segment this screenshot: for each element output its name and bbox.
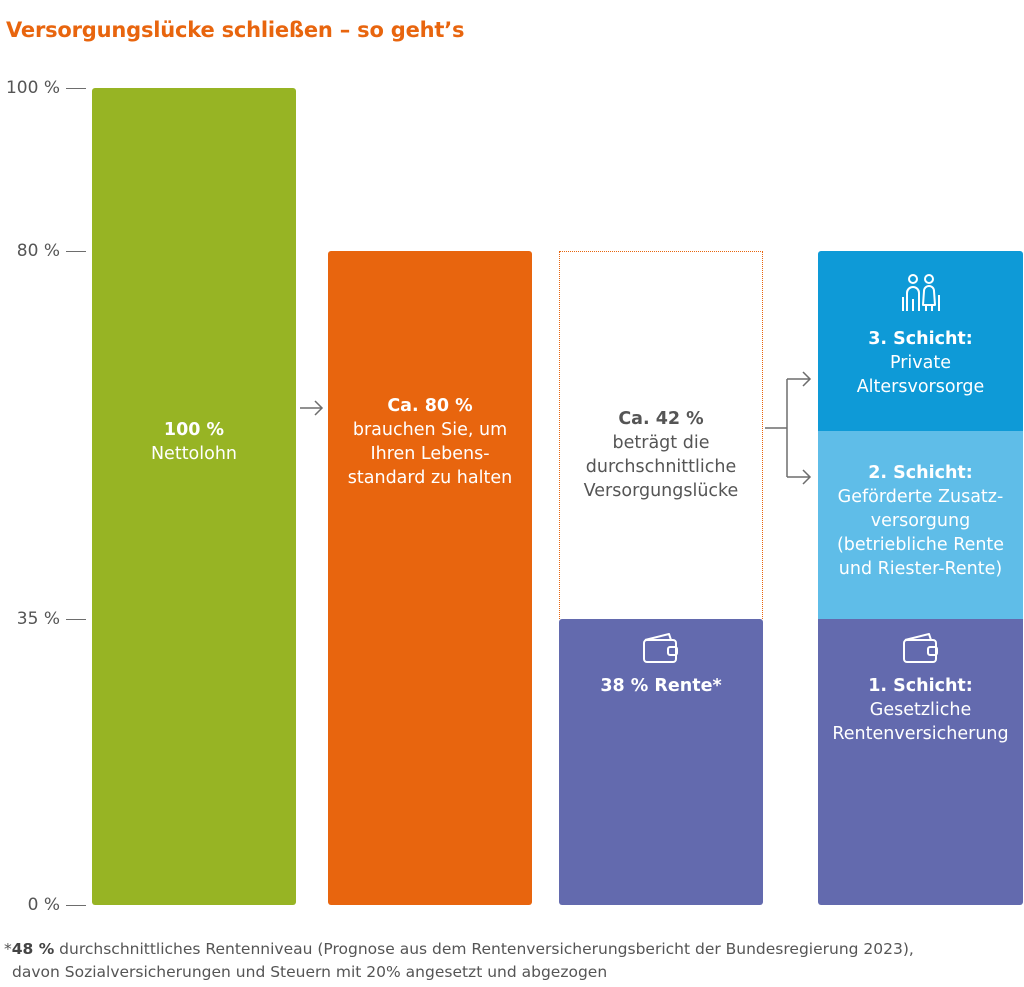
label-schicht-2-line: (betriebliche Rente — [836, 535, 1005, 556]
label-bedarf: Ca. 80 % brauchen Sie, um Ihren Lebens-sta… — [328, 394, 532, 490]
footnote-line1: durchschnittliches Rentenniveau (Prognos… — [54, 940, 914, 958]
label-bedarf-bold: Ca. 80 % — [387, 396, 473, 416]
label-versorgungsluecke-bold: Ca. 42 % — [618, 409, 704, 429]
label-versorgungsluecke-line: durchschnittliche — [585, 457, 737, 477]
y-tick-label: 80 % — [16, 241, 60, 262]
bar-bedarf — [328, 251, 532, 905]
label-versorgungsluecke: Ca. 42 % beträgt die durchschnittliche Vers… — [559, 407, 763, 503]
footnote-line2: davon Sozialversicherungen und Steuern m… — [12, 963, 608, 981]
arrow-right-icon — [300, 400, 324, 416]
segment-schicht-3 — [818, 251, 1023, 432]
label-schicht-2-line: und Riester-Rente) — [838, 559, 1003, 580]
label-versorgungsluecke-line: beträgt die — [612, 433, 710, 453]
label-rente-bold: 38 % Rente* — [600, 676, 722, 697]
wallet-icon — [902, 633, 938, 664]
label-bedarf-line: brauchen Sie, um — [352, 420, 508, 440]
chart-title: Versorgungslücke schließen – so geht’s — [6, 18, 465, 42]
footnote-marker: * — [4, 940, 12, 958]
label-schicht-3: 3. Schicht: Private Altersvorsorge — [818, 327, 1023, 399]
label-schicht-2: 2. Schicht: Geförderte Zusatz-versorgung (… — [818, 461, 1023, 581]
label-schicht-3-bold: 3. Schicht: — [868, 329, 973, 350]
y-tick-mark — [66, 619, 86, 621]
label-schicht-1-bold: 1. Schicht: — [868, 676, 973, 697]
label-schicht-2-line: Geförderte Zusatz- — [837, 487, 1004, 508]
y-tick-label: 100 % — [5, 78, 60, 98]
label-nettolohn: 100 % Nettolohn — [92, 418, 296, 466]
y-tick-label: 0 % — [27, 895, 60, 915]
label-nettolohn-line: Nettolohn — [150, 444, 238, 464]
label-schicht-2-line: versorgung — [870, 511, 971, 532]
segment-versorgungsluecke — [559, 251, 763, 620]
label-versorgungsluecke-line: Versorgungslücke — [583, 481, 739, 501]
label-schicht-2-bold: 2. Schicht: — [868, 463, 973, 484]
label-schicht-1-line: Rentenversicherung — [832, 724, 1009, 745]
wallet-icon — [643, 633, 678, 664]
branch-arrow-icon — [765, 371, 812, 485]
label-rente: 38 % Rente* — [559, 674, 763, 698]
y-tick-label: 35 % — [16, 609, 60, 630]
y-tick-mark — [66, 251, 86, 253]
segment-schicht-1 — [818, 619, 1023, 905]
y-tick-mark — [66, 905, 86, 906]
label-schicht-1-line: Gesetzliche — [869, 700, 972, 721]
footnote-bold: 48 % — [11, 940, 55, 958]
segment-rente — [559, 619, 763, 905]
label-bedarf-line: Ihren Lebens- — [370, 444, 490, 464]
bar-nettolohn — [92, 88, 296, 905]
label-schicht-1: 1. Schicht: Gesetzliche Rentenversicherung — [818, 674, 1023, 746]
label-schicht-3-line: Altersvorsorge — [856, 377, 985, 398]
label-nettolohn-bold: 100 % — [163, 420, 225, 440]
label-schicht-3-line: Private — [889, 353, 951, 374]
label-bedarf-line: standard zu halten — [347, 468, 513, 488]
footnote: *48 % durchschnittliches Rentenniveau (P… — [4, 938, 914, 984]
y-tick-mark — [66, 88, 86, 89]
elderly-couple-icon — [901, 274, 940, 312]
segment-schicht-2 — [818, 431, 1023, 620]
